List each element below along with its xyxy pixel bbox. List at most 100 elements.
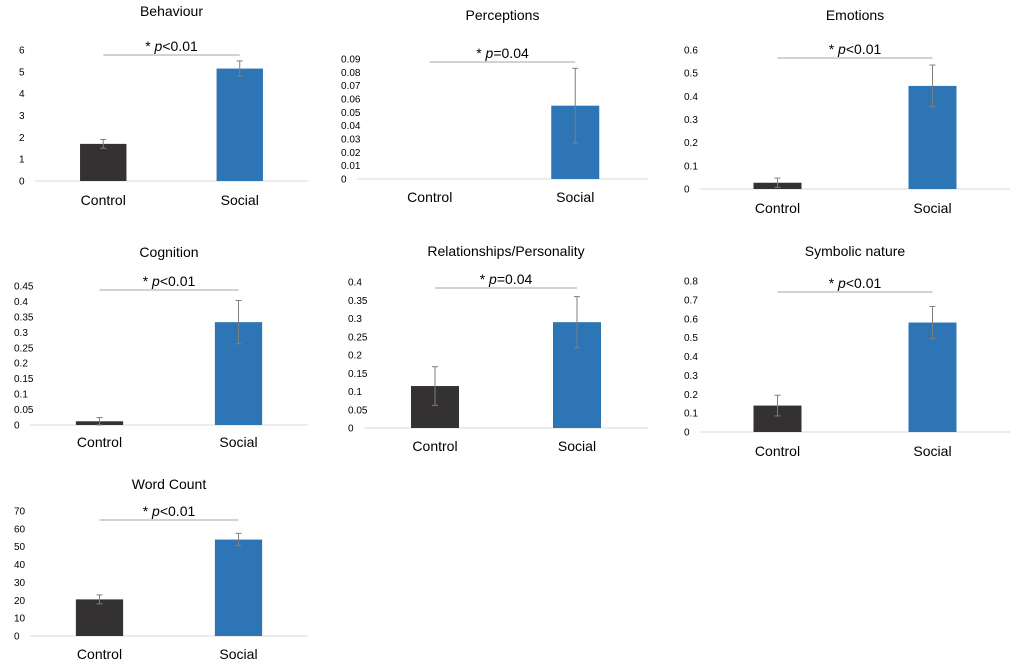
category-label: Social	[913, 200, 951, 216]
y-tick-label: 0.5	[684, 333, 698, 344]
y-tick-label: 0.06	[341, 95, 361, 106]
y-tick-label: 0.3	[684, 115, 698, 126]
y-tick-label: 0	[684, 428, 690, 439]
y-tick-label: 0	[19, 177, 25, 188]
y-tick-label: 0.08	[341, 68, 361, 79]
y-tick-label: 0.05	[348, 405, 368, 416]
significance-label: * p<0.01	[143, 503, 196, 519]
y-tick-label: 0.35	[14, 312, 34, 323]
significance-label: * p<0.01	[829, 275, 882, 291]
y-tick-label: 0.01	[341, 161, 361, 172]
y-tick-label: 0.1	[684, 161, 698, 172]
y-tick-label: 0.07	[341, 81, 361, 92]
category-label: Social	[556, 189, 594, 205]
chart-title: Cognition	[139, 244, 198, 260]
y-tick-label: 30	[14, 578, 26, 589]
y-tick-label: 60	[14, 524, 26, 535]
y-tick-label: 0.03	[341, 135, 361, 146]
y-tick-label: 0	[348, 424, 354, 435]
bar-social	[216, 68, 263, 181]
y-tick-label: 0.25	[348, 332, 368, 343]
category-label: Social	[558, 438, 596, 454]
y-tick-label: 0.3	[14, 328, 28, 339]
y-tick-label: 5	[19, 67, 25, 78]
y-tick-label: 0	[341, 175, 347, 186]
y-tick-label: 0.15	[348, 369, 368, 380]
y-tick-label: 0.4	[684, 92, 698, 103]
y-tick-label: 0.2	[684, 138, 698, 149]
y-tick-label: 0	[684, 185, 690, 196]
y-tick-label: 0.2	[14, 359, 28, 370]
y-tick-label: 0.05	[341, 108, 361, 119]
bar-social	[214, 539, 263, 636]
y-tick-label: 0.6	[684, 314, 698, 325]
y-tick-label: 0.1	[684, 409, 698, 420]
y-tick-label: 0.3	[684, 371, 698, 382]
y-tick-label: 0	[14, 632, 20, 643]
category-label: Social	[219, 434, 257, 450]
y-tick-label: 0.7	[684, 295, 698, 306]
y-tick-label: 0.05	[14, 405, 34, 416]
bar-social	[908, 322, 957, 432]
chart-title: Word Count	[132, 476, 207, 492]
y-tick-label: 0.4	[14, 297, 28, 308]
category-label: Control	[407, 189, 452, 205]
chart-title: Perceptions	[466, 7, 540, 23]
y-tick-label: 0.8	[684, 277, 698, 288]
category-label: Social	[913, 443, 951, 459]
y-tick-label: 0.1	[14, 390, 28, 401]
category-label: Control	[755, 200, 800, 216]
chart-title: Relationships/Personality	[427, 243, 584, 259]
category-label: Control	[412, 438, 457, 454]
y-tick-label: 6	[19, 46, 25, 57]
significance-label: * p<0.01	[829, 41, 882, 57]
significance-label: * p<0.01	[143, 273, 196, 289]
y-tick-label: 0.09	[341, 55, 361, 66]
category-label: Control	[755, 443, 800, 459]
category-label: Control	[81, 192, 126, 208]
bar-control	[75, 599, 124, 636]
y-tick-label: 0.3	[348, 314, 362, 325]
category-label: Control	[77, 646, 122, 662]
y-tick-label: 10	[14, 614, 26, 625]
y-tick-label: 0.15	[14, 374, 34, 385]
significance-label: * p<0.01	[145, 38, 198, 54]
y-tick-label: 0.2	[684, 390, 698, 401]
y-tick-label: 20	[14, 596, 26, 607]
chart-title: Behaviour	[140, 3, 203, 19]
y-tick-label: 0.5	[684, 69, 698, 80]
y-tick-label: 0.2	[348, 351, 362, 362]
y-tick-label: 0	[14, 421, 20, 432]
y-tick-label: 0.4	[348, 278, 362, 289]
y-tick-label: 0.25	[14, 343, 34, 354]
chart-title: Emotions	[826, 7, 884, 23]
y-tick-label: 3	[19, 111, 25, 122]
y-tick-label: 40	[14, 560, 26, 571]
bar-control	[80, 143, 127, 181]
significance-label: * p=0.04	[476, 45, 529, 61]
y-tick-label: 0.45	[14, 282, 34, 293]
category-label: Social	[221, 192, 259, 208]
y-tick-label: 4	[19, 89, 25, 100]
chart-title: Symbolic nature	[805, 243, 906, 259]
y-tick-label: 0.1	[348, 387, 362, 398]
y-tick-label: 0.35	[348, 296, 368, 307]
y-tick-label: 0.02	[341, 148, 361, 159]
significance-label: * p=0.04	[480, 271, 533, 287]
y-tick-label: 50	[14, 542, 26, 553]
y-tick-label: 0.04	[341, 121, 361, 132]
y-tick-label: 70	[14, 507, 26, 518]
category-label: Control	[77, 434, 122, 450]
y-tick-label: 2	[19, 133, 25, 144]
y-tick-label: 0.4	[684, 352, 698, 363]
y-tick-label: 0.6	[684, 46, 698, 57]
y-tick-label: 1	[19, 155, 25, 166]
category-label: Social	[219, 646, 257, 662]
